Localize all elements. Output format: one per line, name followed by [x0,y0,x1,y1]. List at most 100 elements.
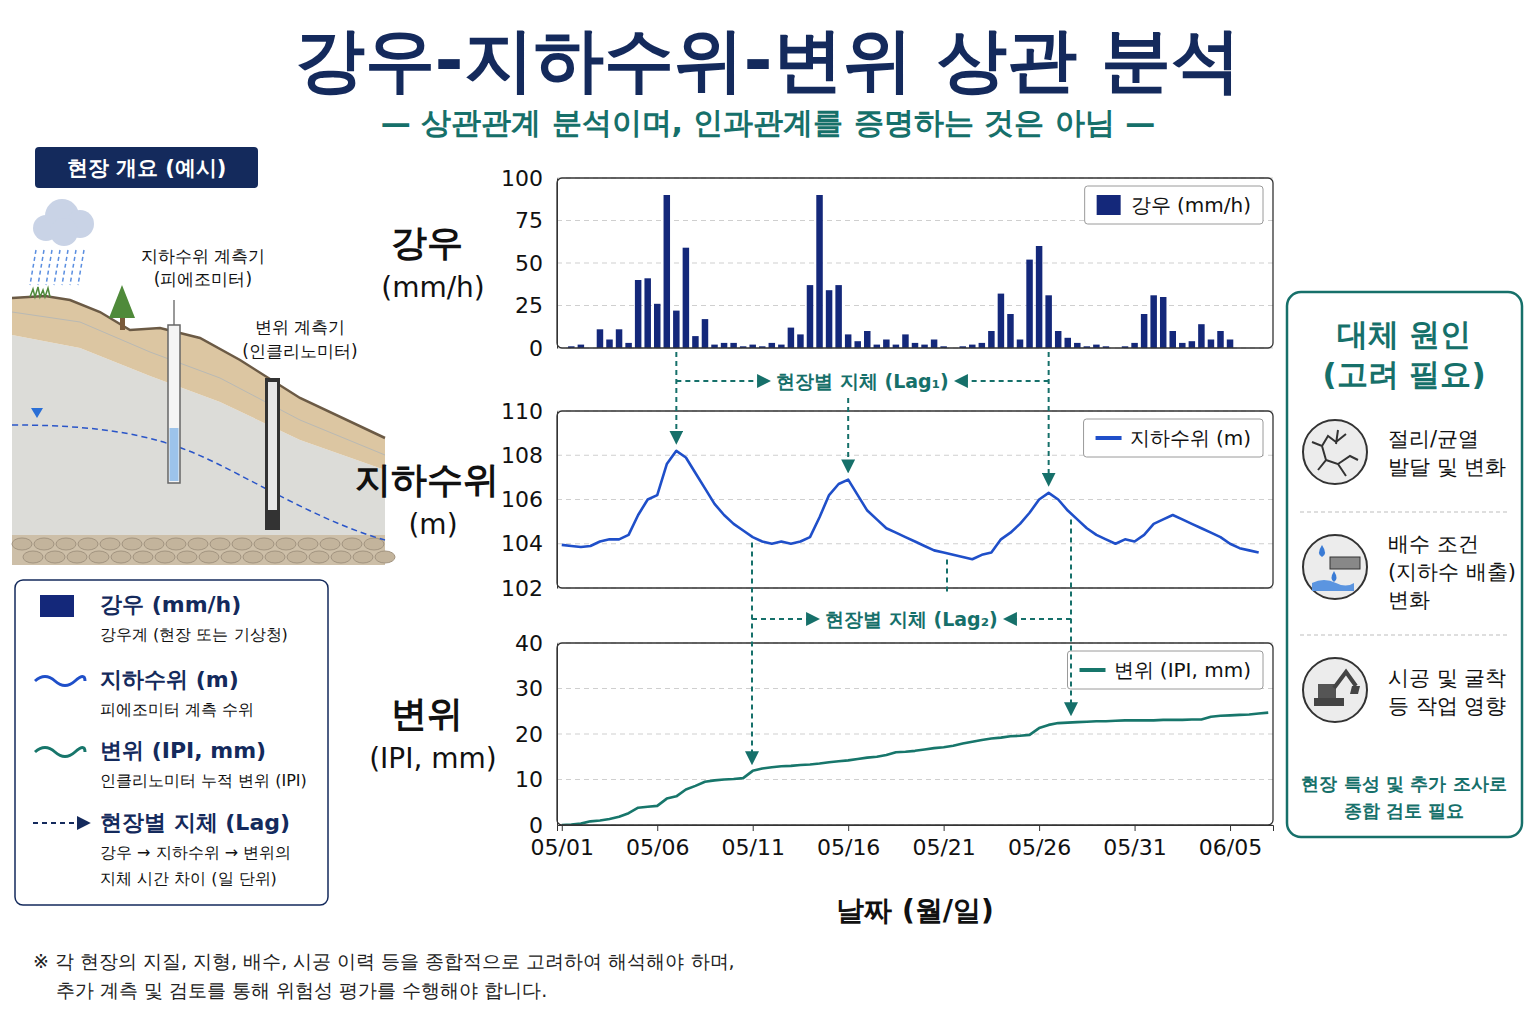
x-axis-title: 날짜 (월/일) [836,894,994,927]
bar [683,248,689,348]
cobble [56,538,76,550]
inclinometer-core [268,382,277,510]
bar [644,278,650,348]
bar [1141,314,1147,348]
arm [1334,672,1356,688]
tick-label: 06/05 [1199,835,1262,860]
rain-drop [54,250,60,285]
tick: 05/01 [531,825,594,860]
tspan: (m) [408,508,457,541]
legend-items: 지하수위 (m) [1096,426,1251,450]
cobble [265,551,285,563]
x-axis: 05/01 05/06 05/11 05/16 05/21 05/26 05/31 06/05 [531,825,1274,860]
tick-label: 05/21 [912,835,975,860]
bar [616,329,622,348]
tick: 05/21 [912,825,975,860]
bar [826,290,832,348]
bar [769,343,775,348]
cobble [364,538,384,550]
cause-text: 등 작업 영향 [1388,694,1506,718]
tick: 50 [515,251,557,276]
cobble [89,551,109,563]
footnote-line: ※ 각 현장의 지질, 지형, 배수, 시공 이력 등을 종합적으로 고려하여 … [33,950,735,972]
tick: 05/06 [626,825,689,860]
y-axis: 0255075100 [501,166,558,361]
bar [721,343,727,348]
drop [1332,571,1337,582]
tick-label: 40 [515,631,543,656]
grass [30,287,50,297]
cobble [67,551,87,563]
tick-label: 102 [501,576,543,601]
tick: 20 [515,722,557,747]
cobble [78,538,98,550]
tick: 05/26 [1008,825,1071,860]
cobble [23,551,43,563]
bar [654,304,660,348]
bar [606,340,612,349]
bar [1074,343,1080,348]
title: 강우-지하수위-변위 상관 분석 [295,19,1242,101]
cobble [254,538,274,550]
tick: 05/16 [817,825,880,860]
badge-bg [35,147,258,188]
legend-name: 지하수위 (m) [100,667,239,692]
cobble [353,551,373,563]
annotations: 현장별 지체 (Lag₁)현장별 지체 (Lag₂) [676,352,1071,762]
chart-panel: 01020304005/0105/0605/1105/1605/2105/260… [369,631,1273,927]
piezometer-water [170,428,179,481]
legend-swatch [1096,436,1122,440]
cloud-part [50,218,78,246]
bar [807,285,813,348]
bar [845,334,851,348]
icon-circle [1303,658,1367,722]
tick: 110 [501,399,557,424]
cause-text: 시공 및 굴착 [1388,666,1506,690]
lag-arrow [1048,352,1050,484]
lag-arrow [675,352,677,442]
tick-mark [944,825,945,831]
cobble [188,538,208,550]
bar [1227,340,1233,349]
tree [109,285,135,318]
tspan: 변위 [391,693,476,734]
bar [816,195,822,348]
site-overview: 현장 개요 (예시)지하수위 계측기(피에조미터)변위 계측기(인클리노미터) [12,147,395,565]
bar [730,343,736,348]
plot-background [557,643,1273,825]
inclinometer [265,378,280,530]
bar [625,343,631,348]
rain-drop [62,250,68,285]
cause-text: 절리/균열 [1388,427,1479,451]
panel-title: (고려 필요) [1322,356,1485,392]
tick: 30 [515,676,557,701]
bar [1150,295,1156,348]
cobble [331,551,351,563]
cloud [30,199,94,285]
bar [635,280,641,348]
separator [1300,512,1510,513]
plot-frame [557,411,1273,588]
bar [797,334,803,348]
y-axis-title: 지하수위 (m) [355,459,512,541]
cobble [177,551,197,563]
alternative-causes: 대체 원인(고려 필요)절리/균열발달 및 변화배수 조건(지하수 배출)변화시… [1287,292,1522,837]
icon-circle [1303,535,1367,599]
legend-frame [1084,419,1263,457]
bar [854,341,860,348]
lag-label: 현장별 지체 (Lag₁) [776,370,948,392]
tick-mark [1039,825,1040,831]
bar [988,331,994,348]
separator [1300,635,1510,636]
tick-label: 05/26 [1008,835,1071,860]
layer-line [12,312,385,455]
cobble [155,551,175,563]
tick: 05/31 [1103,825,1166,860]
bar [702,319,708,348]
bar [1160,297,1166,348]
cobble [144,538,164,550]
tick-label: 05/11 [722,835,785,860]
legend: 변위 (IPI, mm) [1068,651,1264,689]
cobble [309,551,329,563]
bucket [1350,686,1360,694]
